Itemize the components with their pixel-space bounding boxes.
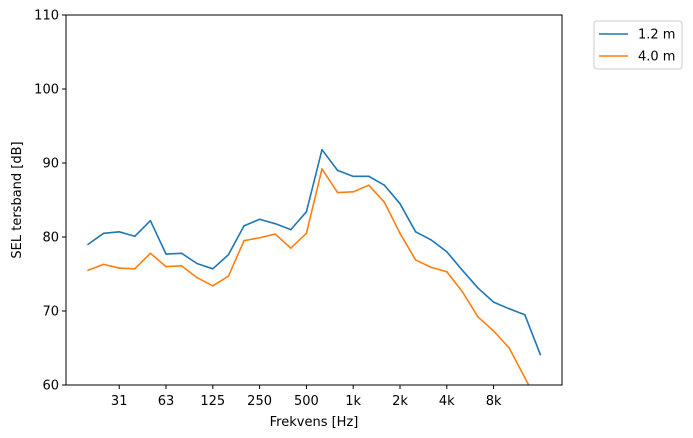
x-axis-label: Frekvens [Hz] [270,415,359,430]
data-point [461,269,464,272]
data-point [352,175,355,178]
data-point [165,265,167,268]
data-point [134,268,136,270]
data-point [430,239,433,241]
data-point [227,275,230,278]
data-point [212,268,214,270]
data-point [243,225,245,227]
data-point [383,201,386,204]
x-tick-label: 500 [294,394,319,409]
y-axis-label: SEL tersband [dB] [10,141,25,258]
data-point [305,232,308,235]
data-point [196,262,198,265]
data-point [321,148,323,151]
data-point [118,231,120,233]
data-point [352,191,355,193]
data-point [290,247,292,249]
series-line-1 [87,168,530,385]
data-point [524,313,526,316]
x-tick-label: 4k [439,394,455,409]
x-tick-label: 1k [345,394,361,409]
y-tick-label: 80 [42,231,59,246]
data-point [477,287,479,289]
data-point [368,184,370,186]
x-tick-label: 63 [158,394,175,409]
data-point [336,169,339,172]
series-line-0 [87,148,542,355]
x-tick-label: 125 [200,394,225,409]
data-point [414,259,417,261]
data-point [258,236,261,239]
data-point [149,252,152,255]
legend-label: 4.0 m [638,50,675,65]
data-point [258,218,261,221]
data-point [274,222,277,225]
data-point [414,231,417,233]
data-point [368,175,370,178]
data-point [274,233,277,235]
y-tick-label: 110 [34,9,59,24]
data-point [87,269,89,272]
x-tick-label: 2k [392,394,408,409]
data-point [399,202,401,205]
data-point [180,265,183,267]
data-point [134,235,136,238]
y-tick-label: 100 [34,83,59,98]
legend: 1.2 m 4.0 m [593,20,683,70]
y-tick-label: 70 [42,305,59,320]
data-point [102,263,105,266]
data-point [492,330,495,332]
y-tick-label: 60 [42,379,59,394]
data-point [118,267,120,269]
data-point [305,211,308,213]
data-point [243,239,245,242]
data-point [508,347,511,349]
data-point [540,406,542,408]
x-tick-label: 31 [111,394,128,409]
x-tick-label: 250 [247,394,272,409]
data-point [212,285,214,287]
data-point [336,191,339,194]
data-point [461,290,464,293]
data-point [87,243,89,246]
data-point [446,251,448,253]
data-point [102,232,105,235]
data-point [492,301,495,303]
data-point [196,276,198,279]
data-point [524,376,526,379]
plot-frame [65,14,563,386]
data-point [165,253,167,255]
data-point [430,266,433,269]
data-point [290,228,292,231]
data-point [383,184,386,186]
legend-label: 1.2 m [638,28,675,43]
data-point [149,219,152,222]
data-point [446,270,448,273]
data-point [477,316,479,318]
data-point [399,232,401,235]
data-point [539,353,542,356]
data-point [321,168,323,170]
data-point [227,253,230,256]
x-tick-label: 8k [486,394,502,409]
y-tick-label: 90 [42,157,59,172]
data-point [180,252,183,255]
data-point [508,307,511,310]
